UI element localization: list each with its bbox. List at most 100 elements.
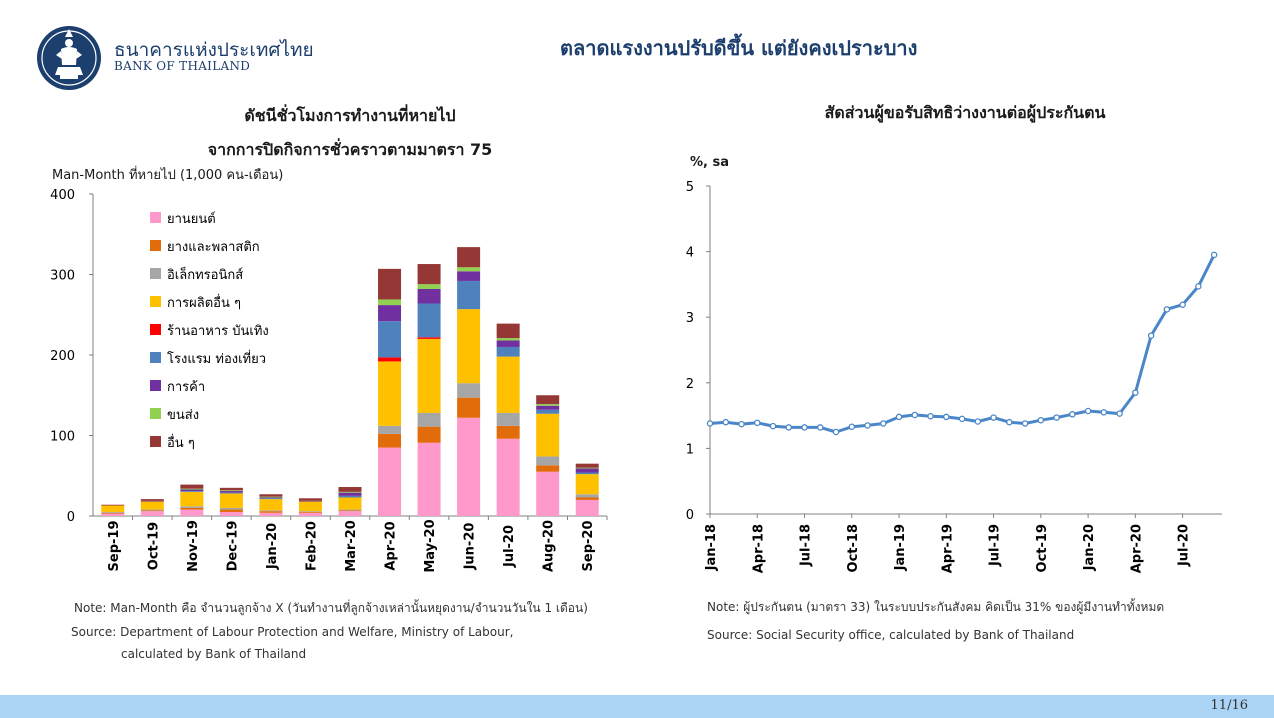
- legend-swatch: [150, 212, 161, 223]
- bar-segment: [140, 510, 164, 512]
- bar-segment: [219, 511, 243, 516]
- x-tick-label: Sep-20: [581, 521, 596, 572]
- x-tick-label: Jan-20: [265, 523, 280, 570]
- bar-segment: [496, 412, 520, 426]
- data-point: [943, 413, 950, 421]
- bar-segment: [180, 507, 204, 510]
- bar-segment: [298, 511, 322, 513]
- legend-swatch: [150, 352, 161, 363]
- x-tick-label: Aug-20: [542, 520, 557, 572]
- y-tick-label: 2: [686, 377, 694, 392]
- bar-segment: [536, 404, 560, 406]
- bar-segment: [575, 463, 599, 468]
- data-point: [1179, 301, 1186, 308]
- x-tick-label: Jul-19: [988, 524, 1003, 567]
- bar-segment: [259, 496, 283, 498]
- bar-segment: [338, 492, 362, 496]
- bar-segment: [338, 510, 362, 512]
- bar-segment: [457, 280, 481, 310]
- bar-segment: [536, 456, 560, 466]
- bar-segment: [219, 507, 243, 510]
- bar-segment: [378, 305, 402, 322]
- bar-segment: [536, 409, 560, 414]
- legend-label: ยานยนต์: [167, 211, 216, 227]
- bar-segment: [338, 509, 362, 511]
- data-point: [880, 420, 887, 427]
- data-point: [911, 411, 919, 419]
- org-name-english: BANK OF THAILAND: [114, 59, 251, 73]
- data-point: [1195, 283, 1202, 290]
- bar-segment: [259, 512, 283, 516]
- data-point: [754, 419, 761, 427]
- left-source-continued: calculated by Bank of Thailand: [121, 647, 307, 661]
- bar-segment: [298, 511, 322, 512]
- bar-segment: [417, 442, 441, 516]
- bar-segment: [378, 321, 402, 358]
- x-tick-label: Feb-20: [304, 521, 319, 571]
- legend-label: ยางและพลาสติก: [167, 240, 260, 255]
- data-point: [1132, 389, 1139, 396]
- bar-segment: [259, 498, 283, 500]
- bar-segment: [417, 338, 441, 413]
- x-tick-label: Jun-20: [463, 523, 478, 571]
- bar-segment: [417, 284, 441, 289]
- data-point: [832, 428, 840, 436]
- bar-segment: [298, 498, 322, 501]
- legend-swatch: [150, 380, 161, 391]
- y-tick-label: 0: [67, 510, 75, 525]
- bar-segment: [457, 309, 481, 384]
- data-point: [817, 424, 824, 431]
- series-line: [709, 254, 1216, 434]
- x-tick-label: Nov-19: [186, 520, 201, 572]
- bar-segment: [219, 490, 243, 492]
- line-chart: 0 1 2 3 4 5 Jan-18 Apr-18 Jul-18 Oct-18 Jan-19 Apr-…: [686, 180, 1222, 573]
- data-point: [738, 420, 745, 428]
- legend-swatch: [150, 296, 161, 307]
- left-chart-title-line1: ดัชนีชั่วโมงการทำงานที่หายไป: [244, 106, 456, 125]
- bar-segment: [457, 397, 481, 418]
- right-note: Note: ผู้ประกันตน (มาตรา 33) ในระบบประกั…: [707, 600, 1165, 614]
- bar-segment: [140, 511, 164, 516]
- legend-label: ร้านอาหาร บันเทิง: [167, 324, 269, 339]
- bar-segment: [378, 357, 402, 362]
- data-point: [722, 418, 730, 426]
- bar-segment: [496, 356, 520, 413]
- bar-segment: [259, 499, 283, 511]
- bar-segment: [219, 509, 243, 512]
- legend-swatch: [150, 408, 161, 419]
- bar-segment: [417, 264, 441, 285]
- bar-segment: [140, 501, 164, 510]
- bar-segment: [457, 247, 481, 268]
- bar-segment: [575, 474, 599, 495]
- bar-segment: [298, 501, 322, 512]
- x-tick-label: Oct-19: [146, 522, 161, 570]
- bar-segment: [219, 487, 243, 491]
- right-source: Source: Social Security office, calculat…: [707, 628, 1075, 642]
- data-point: [864, 422, 871, 429]
- bar-segment: [101, 512, 125, 514]
- bar-segment: [378, 268, 402, 300]
- x-tick-label: Jan-20: [1082, 524, 1097, 571]
- x-tick-label: May-20: [423, 519, 438, 572]
- page-number: 11/16: [1210, 698, 1248, 713]
- y-tick-label: 0: [686, 508, 694, 523]
- legend-swatch: [150, 240, 161, 251]
- bar-segment: [536, 405, 560, 410]
- bar-segment: [298, 512, 322, 516]
- x-tick-label: Jul-20: [1177, 524, 1192, 567]
- y-tick-label: 300: [50, 269, 75, 284]
- bar-segment: [417, 426, 441, 443]
- bar-segment: [496, 425, 520, 439]
- x-tick-label: Jul-18: [799, 524, 814, 567]
- bar-segment: [575, 497, 599, 500]
- bank-of-thailand-seal-logo: [37, 26, 101, 90]
- bar-segment: [536, 465, 560, 472]
- data-point: [1116, 410, 1123, 417]
- data-point: [1163, 306, 1171, 313]
- bar-segment: [259, 511, 283, 513]
- bar-segment: [496, 346, 520, 357]
- data-point: [974, 418, 982, 425]
- bar-segment: [140, 509, 164, 511]
- data-point: [1100, 409, 1108, 416]
- bar-segment: [101, 505, 125, 512]
